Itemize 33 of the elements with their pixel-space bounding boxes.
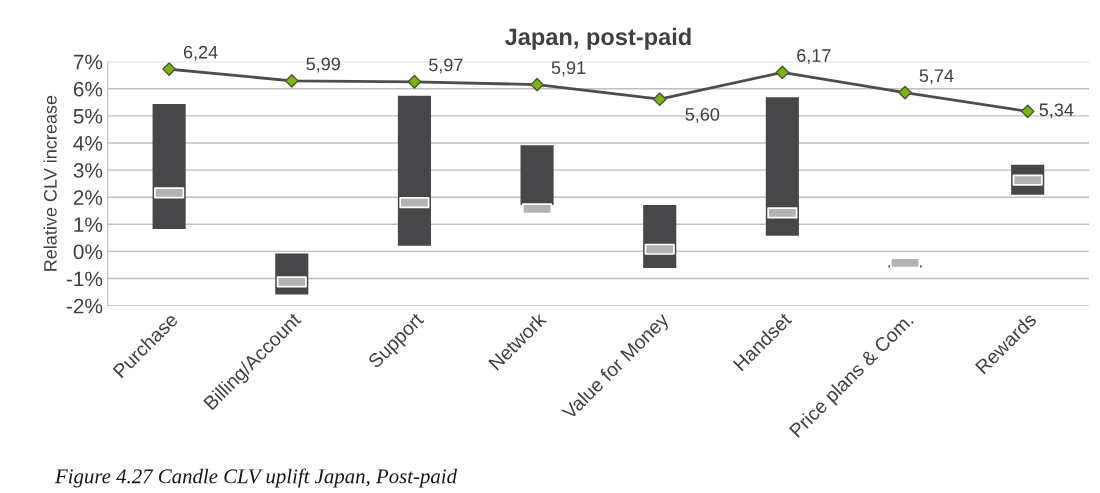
point	[162, 62, 177, 77]
point	[284, 73, 299, 88]
caption: Figure 4.27 Candle CLV uplift Japan, Post-paid	[54, 468, 458, 488]
chart-title: Japan, post-paid	[504, 27, 691, 50]
bar	[152, 103, 186, 229]
y-tick-label: 1%	[74, 217, 103, 232]
y-tick-label: 5%	[73, 108, 103, 124]
data-label: 6,17	[797, 49, 831, 65]
data-label: 6,24	[183, 45, 218, 61]
bar	[520, 145, 554, 206]
data-label: 5,74	[919, 69, 954, 85]
data-label: 5,97	[429, 58, 463, 74]
point	[530, 77, 544, 92]
data-label: 5,60	[685, 107, 720, 123]
data-label: 5,34	[1039, 103, 1074, 119]
y-tick-label: 7%	[73, 54, 103, 70]
point	[652, 92, 667, 107]
data-label: 5,91	[551, 61, 586, 77]
y-tick-label: 4%	[73, 136, 103, 151]
bar	[765, 97, 799, 236]
y-axis-title: Relative CLV increase	[43, 95, 57, 271]
y-tick-label: -2%	[66, 298, 103, 314]
point	[1020, 104, 1035, 119]
y-tick-label: 2%	[73, 190, 103, 205]
point	[775, 65, 790, 80]
y-tick-label: 0%	[73, 244, 103, 260]
y-tick-label: -1%	[66, 271, 103, 287]
point	[898, 85, 912, 100]
bar	[397, 95, 431, 246]
y-tick-label: 3%	[73, 163, 103, 178]
point	[407, 74, 422, 89]
y-tick-label: 6%	[73, 81, 103, 97]
data-label: 5,99	[306, 57, 340, 73]
